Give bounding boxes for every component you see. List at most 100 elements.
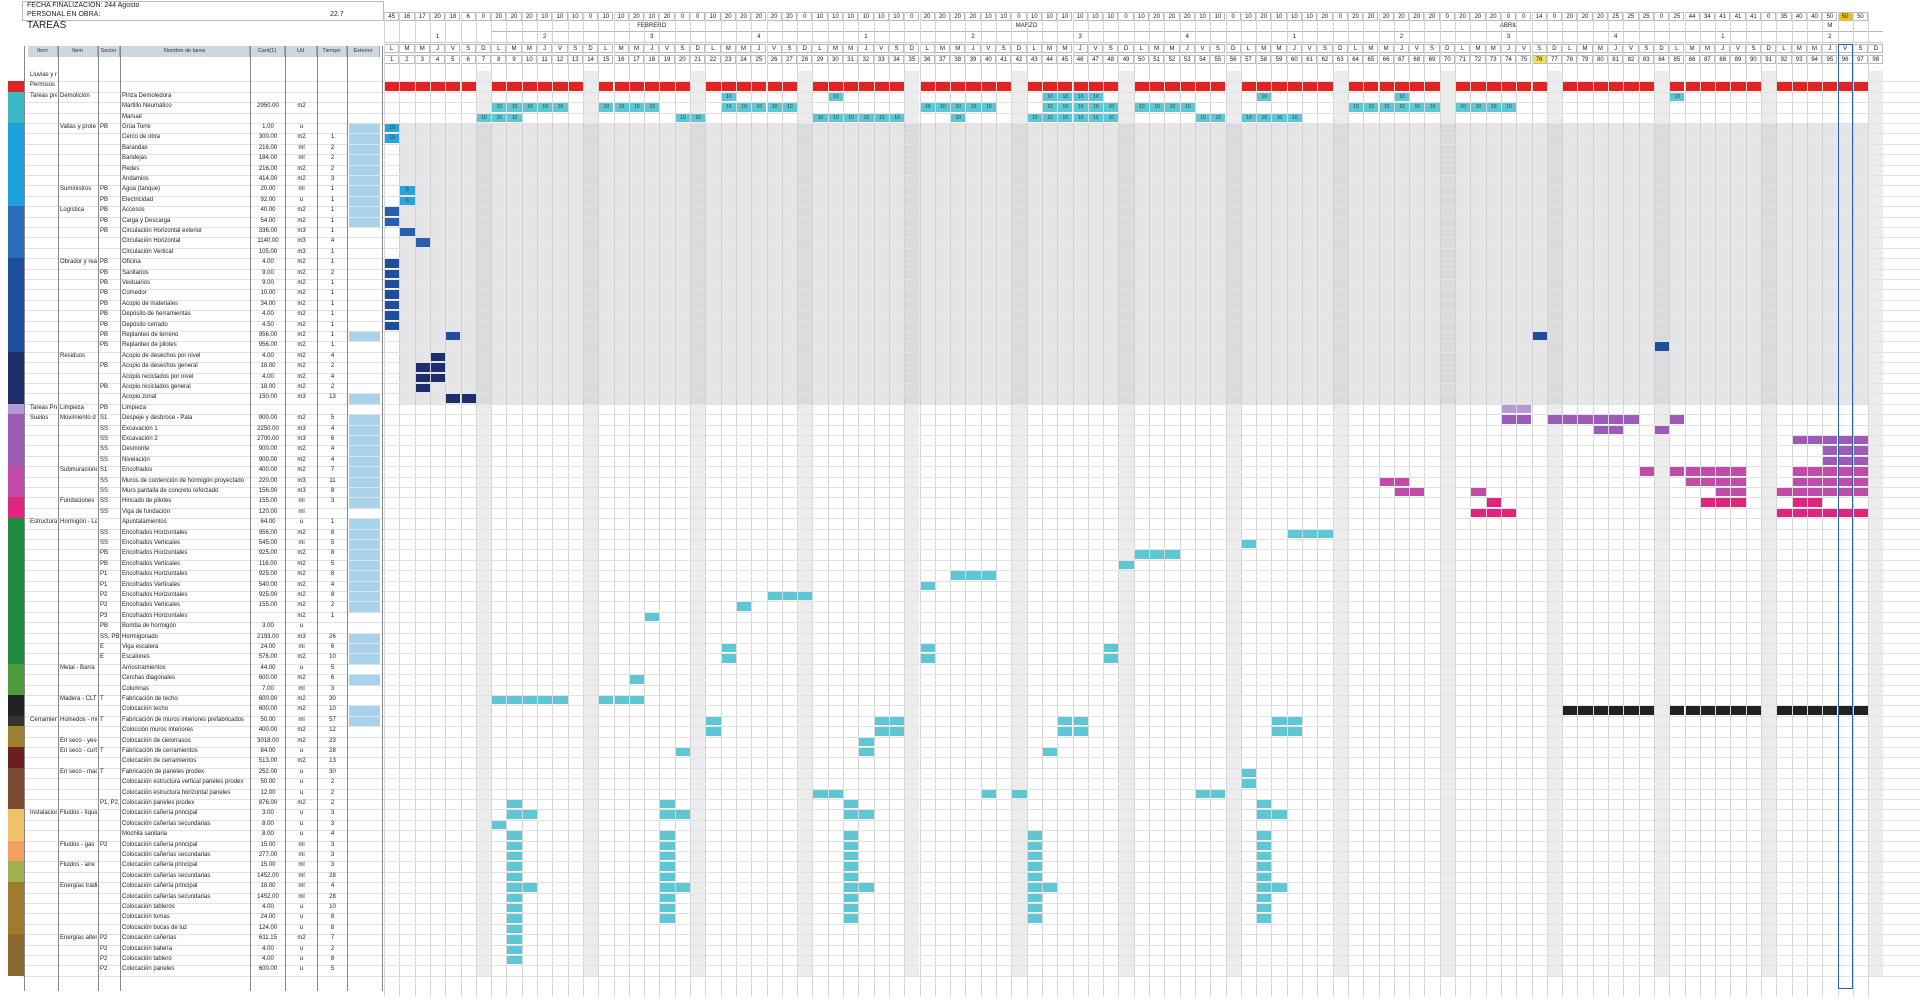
gantt-bar[interactable]: [1027, 914, 1042, 923]
task-cell-i2[interactable]: Logística: [60, 207, 85, 214]
task-cell-s[interactable]: SS: [100, 425, 109, 432]
gantt-bar[interactable]: [874, 82, 889, 91]
exterior-cell[interactable]: [349, 436, 380, 446]
task-cell-i2[interactable]: En seco - yesería: [60, 737, 97, 744]
exterior-cell[interactable]: [349, 290, 380, 299]
gantt-bar[interactable]: [599, 82, 614, 91]
task-cell-t[interactable]: 4: [330, 883, 335, 890]
task-cell-t[interactable]: 10: [329, 654, 336, 661]
task-cell-t[interactable]: 12: [329, 727, 336, 734]
exterior-cell[interactable]: [349, 862, 380, 871]
task-cell-c[interactable]: 44.00: [260, 664, 276, 671]
task-cell-c[interactable]: 336.00: [258, 228, 278, 234]
task-cell-u[interactable]: ml: [298, 144, 305, 151]
gantt-bar[interactable]: [844, 862, 859, 871]
task-cell-u[interactable]: u: [299, 924, 304, 931]
task-cell-n[interactable]: Colocación cañerías secundarias: [122, 820, 211, 827]
task-cell-t[interactable]: 28: [329, 893, 336, 900]
task-cell-c[interactable]: 12.00: [260, 789, 276, 796]
task-cell-t[interactable]: 5: [330, 966, 335, 973]
task-cell-c[interactable]: 1452.00: [257, 872, 279, 879]
gantt-bar[interactable]: 10: [951, 113, 966, 122]
task-cell-n[interactable]: Manual: [122, 113, 142, 120]
task-cell-u[interactable]: m2: [297, 207, 306, 214]
task-cell-c[interactable]: 2700.00: [257, 436, 279, 442]
gantt-bar[interactable]: 10: [1272, 113, 1287, 122]
gantt-bar[interactable]: 10: [1501, 103, 1517, 112]
task-cell-n[interactable]: Despeje y desbroce - Pala: [122, 415, 193, 422]
exterior-cell[interactable]: [349, 498, 380, 508]
task-cell-u[interactable]: u: [299, 966, 304, 973]
gantt-bar[interactable]: [1853, 488, 1869, 497]
task-cell-t[interactable]: 2: [330, 945, 335, 952]
gantt-bar[interactable]: [920, 581, 935, 590]
task-cell-n[interactable]: Sanitarios: [122, 269, 149, 276]
gantt-bar[interactable]: [1073, 82, 1088, 91]
gantt-bar[interactable]: [1853, 477, 1869, 486]
gantt-bar[interactable]: [675, 748, 690, 757]
gantt-bar[interactable]: [1639, 82, 1654, 91]
task-cell-u[interactable]: u: [299, 124, 304, 130]
gantt-bar[interactable]: [553, 696, 568, 705]
exterior-cell[interactable]: [349, 706, 380, 716]
gantt-bar[interactable]: [1394, 477, 1410, 486]
task-cell-c[interactable]: 50.00: [260, 716, 276, 723]
gantt-bar[interactable]: [660, 800, 675, 809]
task-cell-n[interactable]: Redes: [122, 165, 140, 172]
gantt-bar[interactable]: [951, 82, 966, 91]
task-cell-s[interactable]: T: [100, 768, 104, 775]
task-cell-i2[interactable]: Metal - Barra: [60, 664, 95, 671]
gantt-bar[interactable]: [1501, 404, 1517, 414]
task-cell-u[interactable]: m2: [297, 300, 306, 307]
gantt-bar[interactable]: [1700, 706, 1716, 715]
task-cell-t[interactable]: 4: [330, 446, 335, 453]
task-cell-u[interactable]: m3: [297, 248, 306, 255]
gantt-bar[interactable]: [1257, 893, 1272, 902]
task-cell-n[interactable]: Excavación 2: [122, 436, 158, 442]
gantt-bar[interactable]: [1379, 82, 1394, 91]
task-cell-c[interactable]: 600.00: [258, 696, 278, 702]
gantt-bar[interactable]: [1716, 706, 1731, 715]
task-cell-i2[interactable]: Suministros: [60, 186, 92, 193]
exterior-cell[interactable]: [349, 196, 380, 207]
gantt-bar[interactable]: [629, 696, 645, 705]
task-cell-u[interactable]: m3: [297, 436, 306, 442]
gantt-bar[interactable]: 10: [828, 92, 843, 102]
task-cell-t[interactable]: 2: [330, 789, 335, 796]
exterior-cell[interactable]: [349, 342, 380, 351]
task-cell-s[interactable]: PB: [100, 623, 109, 630]
task-cell-n[interactable]: Colocación cañería principal: [122, 810, 198, 817]
task-cell-c[interactable]: 925.00: [258, 571, 278, 578]
task-cell-t[interactable]: 8: [330, 914, 335, 921]
gantt-bar[interactable]: [1853, 436, 1869, 445]
task-cell-u[interactable]: u: [299, 810, 304, 817]
gantt-bar[interactable]: [1654, 342, 1670, 351]
task-cell-s[interactable]: PB: [100, 217, 109, 224]
task-cell-c[interactable]: 155.00: [258, 498, 278, 505]
task-cell-u[interactable]: u: [299, 789, 304, 796]
gantt-bar[interactable]: 10: [1042, 113, 1058, 122]
task-cell-u[interactable]: m2: [297, 675, 306, 682]
task-cell-i2[interactable]: Obrador y rea: [60, 259, 97, 266]
task-cell-n[interactable]: Limpieza: [122, 404, 147, 411]
task-cell-c[interactable]: 20.00: [260, 186, 276, 193]
task-cell-i2[interactable]: Energías tradicionales: [60, 883, 97, 890]
gantt-bar[interactable]: [660, 862, 675, 871]
task-cell-c[interactable]: 18.00: [260, 883, 276, 890]
exterior-cell[interactable]: [349, 519, 380, 529]
gantt-bar[interactable]: 10: [645, 103, 660, 112]
gantt-bar[interactable]: [1042, 883, 1058, 892]
gantt-bar[interactable]: [492, 696, 507, 705]
task-cell-i1[interactable]: Instalaciones: [30, 810, 57, 817]
gantt-bar[interactable]: [1807, 477, 1823, 486]
task-cell-t[interactable]: 1: [330, 342, 335, 349]
gantt-bar[interactable]: [1792, 498, 1807, 507]
gantt-bar[interactable]: 10: [844, 113, 859, 122]
gantt-bar[interactable]: [400, 82, 415, 91]
task-cell-c[interactable]: 18.00: [260, 363, 276, 370]
task-cell-n[interactable]: Encofrados Verticales: [122, 560, 181, 567]
gantt-bar[interactable]: [385, 269, 400, 278]
task-cell-c[interactable]: 84.00: [260, 748, 276, 754]
gantt-bar[interactable]: [1486, 82, 1501, 91]
gantt-bar[interactable]: [430, 82, 446, 91]
